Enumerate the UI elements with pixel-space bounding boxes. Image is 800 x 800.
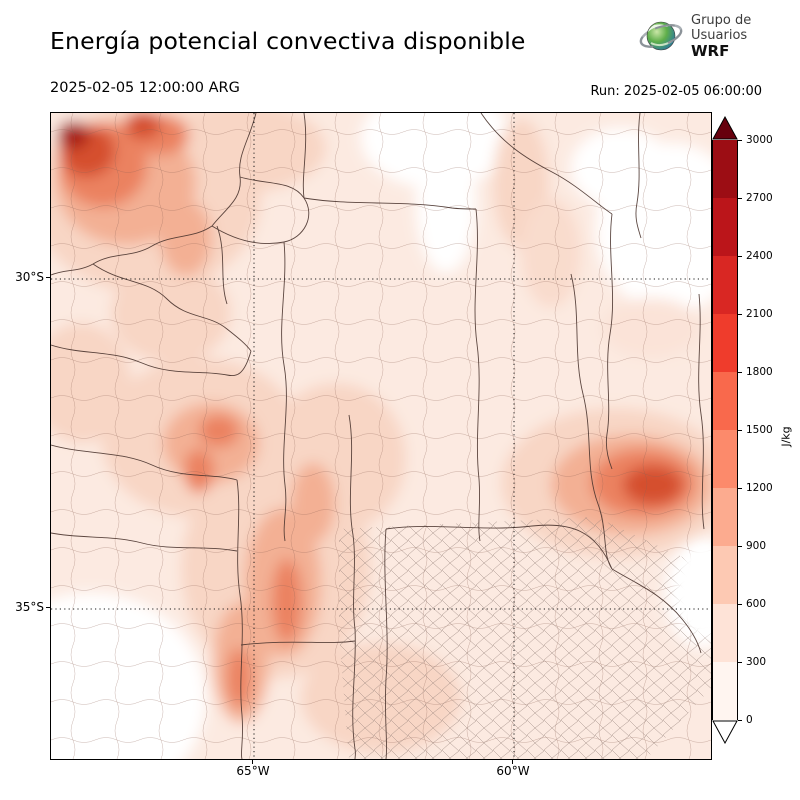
colorbar-tick-label: 2700 [738, 191, 773, 205]
province-borders [51, 113, 705, 759]
colorbar-unit-label: J/kg [779, 426, 793, 447]
colorbar-tick-label: 1200 [738, 481, 773, 495]
globe-icon [639, 21, 683, 51]
colorbar-segment [713, 256, 737, 314]
colorbar-tick-label: 300 [738, 655, 766, 669]
figure-title: Energía potencial convectiva disponible [50, 27, 526, 55]
colorbar-segment [713, 372, 737, 430]
valid-time-label: 2025-02-05 12:00:00 ARG [50, 80, 240, 96]
run-time-label: Run: 2025-02-05 06:00:00 [590, 84, 762, 99]
cape-map-canvas [51, 113, 711, 759]
lon-tick-65w: 65°W [236, 764, 270, 778]
colorbar-tick-label: 1500 [738, 423, 773, 437]
lon-tick-60w: 60°W [496, 764, 530, 778]
colorbar-tick-label: 900 [738, 539, 766, 553]
axis-tick-mark [512, 760, 513, 764]
wrf-logo: Grupo de Usuarios WRF [638, 11, 751, 61]
colorbar-segment [713, 314, 737, 372]
colorbar-segment [713, 430, 737, 488]
logo-text: Grupo de Usuarios WRF [691, 13, 751, 59]
lat-tick-30s: 30°S [15, 270, 44, 284]
colorbar-segment [713, 488, 737, 546]
graticule [51, 113, 711, 759]
lat-tick-35s: 35°S [15, 600, 44, 614]
colorbar-tick-label: 3000 [738, 133, 773, 147]
colorbar-segment [713, 662, 737, 720]
logo-line-1: Grupo de [691, 13, 752, 28]
logo-line-3: WRF [691, 42, 730, 60]
colorbar-segments [712, 140, 738, 720]
buenos-aires-partidos-mesh [339, 517, 711, 759]
cape-map [50, 112, 712, 760]
colorbar-under-arrow [712, 720, 738, 744]
colorbar-ticks: 3000 2700 2400 2100 1800 1500 1200 900 600 300 0 [738, 134, 798, 726]
axis-tick-mark [252, 760, 253, 764]
colorbar-over-arrow [712, 116, 738, 140]
colorbar-segment [713, 604, 737, 662]
colorbar-segment [713, 198, 737, 256]
colorbar-tick-label: 2400 [738, 249, 773, 263]
rio-de-la-plata [676, 546, 711, 636]
axis-tick-mark [46, 277, 50, 278]
colorbar-segment [713, 140, 737, 198]
colorbar-tick-label: 2100 [738, 307, 773, 321]
colorbar-tick-label: 1800 [738, 365, 773, 379]
colorbar-tick-label: 600 [738, 597, 766, 611]
logo-line-2: Usuarios [691, 28, 748, 43]
colorbar: 3000 2700 2400 2100 1800 1500 1200 900 600 300 0 J… [712, 116, 800, 766]
colorbar-segment [713, 546, 737, 604]
colorbar-tick-label: 0 [738, 713, 753, 727]
axis-tick-mark [46, 607, 50, 608]
